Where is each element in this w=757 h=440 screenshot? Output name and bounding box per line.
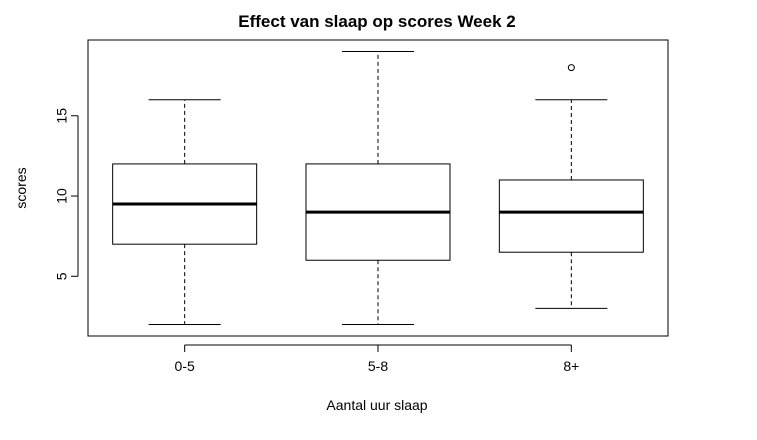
box-8+ [498,64,644,309]
box-iqr [498,179,644,253]
y-tick-label: 5 [54,272,70,280]
y-tick-label: 15 [54,108,70,124]
x-axis-label: Aantal uur slaap [326,397,427,413]
boxes-layer [112,51,644,325]
outlier-point [567,64,575,72]
y-axis-label: scores [13,167,29,208]
x-tick-label: 5-8 [368,358,388,374]
y-tick-label: 10 [54,188,70,204]
x-axis: 0-5 5-8 8+ [175,344,579,374]
chart-title: Effect van slaap op scores Week 2 [238,12,515,31]
box-0-5 [112,99,258,325]
x-tick-label: 8+ [563,358,579,374]
x-tick-label: 0-5 [175,358,195,374]
box-5-8 [305,51,451,325]
plot-frame [87,39,669,337]
y-axis: 5 10 15 [54,108,79,280]
